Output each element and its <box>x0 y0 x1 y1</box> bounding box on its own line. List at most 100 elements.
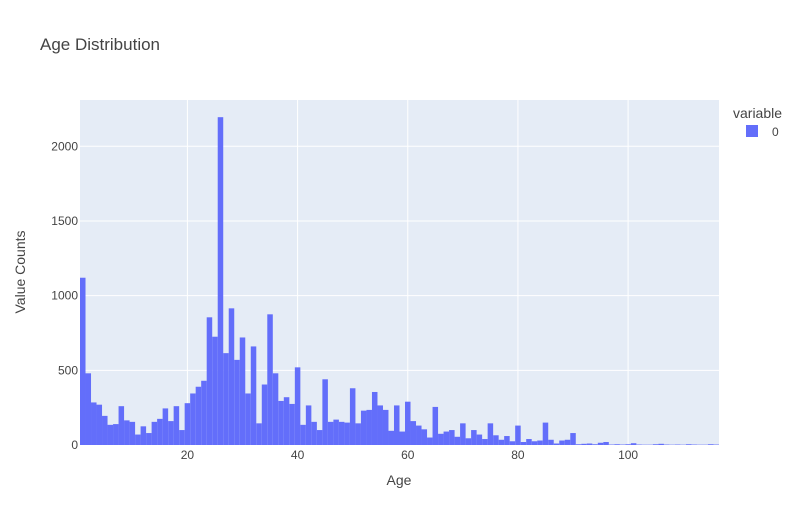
bar-age-115[interactable] <box>707 444 714 445</box>
bar-age-40[interactable] <box>294 367 301 445</box>
bar-age-56[interactable] <box>382 409 389 445</box>
bar-age-111[interactable] <box>685 444 692 445</box>
bar-age-54[interactable] <box>371 391 378 445</box>
bar-age-7[interactable] <box>113 424 119 445</box>
bar-age-52[interactable] <box>360 410 367 445</box>
bar-age-6[interactable] <box>107 424 114 445</box>
bar-age-30[interactable] <box>239 337 246 445</box>
bar-age-59[interactable] <box>399 431 406 445</box>
bar-age-64[interactable] <box>427 437 433 445</box>
bar-age-34[interactable] <box>261 384 268 445</box>
legend[interactable]: variable 0 <box>733 105 782 139</box>
bar-age-89[interactable] <box>564 439 571 445</box>
bar-age-70[interactable] <box>460 423 466 445</box>
bar-age-35[interactable] <box>267 314 273 445</box>
bar-age-66[interactable] <box>438 433 444 445</box>
bar-age-13[interactable] <box>146 433 152 445</box>
bar-age-82[interactable] <box>526 439 532 445</box>
bar-age-68[interactable] <box>449 430 455 445</box>
bar-age-57[interactable] <box>388 430 394 445</box>
bar-age-36[interactable] <box>272 373 279 445</box>
bar-age-25[interactable] <box>212 336 218 445</box>
bar-age-27[interactable] <box>223 353 229 445</box>
bar-age-69[interactable] <box>454 436 461 445</box>
bar-age-92[interactable] <box>581 443 587 445</box>
bar-age-51[interactable] <box>355 423 361 445</box>
bar-age-24[interactable] <box>206 317 213 445</box>
bar-age-45[interactable] <box>322 379 328 445</box>
bar-age-61[interactable] <box>410 421 417 445</box>
bar-age-101[interactable] <box>630 443 637 445</box>
bar-age-1[interactable] <box>80 277 86 445</box>
bar-age-3[interactable] <box>91 402 97 445</box>
bar-age-60[interactable] <box>405 401 411 445</box>
bar-age-91[interactable] <box>575 444 582 445</box>
bar-age-72[interactable] <box>471 430 477 445</box>
bar-age-28[interactable] <box>228 308 235 445</box>
bar-age-46[interactable] <box>327 421 334 445</box>
bar-age-63[interactable] <box>421 429 428 445</box>
bar-age-90[interactable] <box>570 433 576 445</box>
bar-age-58[interactable] <box>393 405 400 445</box>
bar-age-95[interactable] <box>597 442 604 445</box>
bar-age-85[interactable] <box>542 422 549 445</box>
bar-age-11[interactable] <box>135 434 141 445</box>
bar-age-106[interactable] <box>658 443 664 445</box>
bar-age-29[interactable] <box>234 359 240 445</box>
bar-age-14[interactable] <box>151 421 158 445</box>
bar-age-78[interactable] <box>504 436 510 445</box>
bar-age-93[interactable] <box>586 443 593 445</box>
bar-age-4[interactable] <box>96 404 103 445</box>
bar-age-88[interactable] <box>559 440 565 445</box>
bar-age-18[interactable] <box>173 406 180 445</box>
bar-age-87[interactable] <box>553 443 560 445</box>
bar-age-105[interactable] <box>652 444 659 445</box>
bar-age-39[interactable] <box>289 403 295 445</box>
bar-age-8[interactable] <box>118 406 125 445</box>
bar-age-21[interactable] <box>190 393 196 445</box>
bar-age-67[interactable] <box>443 431 450 445</box>
bar-age-62[interactable] <box>416 425 422 445</box>
bar-age-38[interactable] <box>283 397 290 445</box>
bar-age-33[interactable] <box>256 423 262 445</box>
bar-age-15[interactable] <box>157 418 163 445</box>
bar-age-81[interactable] <box>520 442 527 445</box>
bar-age-84[interactable] <box>537 440 543 445</box>
bar-age-94[interactable] <box>592 444 598 445</box>
bar-age-19[interactable] <box>179 430 185 445</box>
bar-age-44[interactable] <box>316 430 323 445</box>
bar-age-17[interactable] <box>168 421 174 445</box>
bar-age-74[interactable] <box>482 439 488 445</box>
bar-age-49[interactable] <box>344 422 350 445</box>
bar-age-77[interactable] <box>498 439 505 445</box>
bar-age-23[interactable] <box>201 380 207 445</box>
bar-age-10[interactable] <box>129 421 136 445</box>
bar-age-42[interactable] <box>305 405 312 445</box>
bar-age-100[interactable] <box>625 444 631 445</box>
bar-age-50[interactable] <box>349 388 356 445</box>
bar-age-79[interactable] <box>509 441 516 445</box>
bar-age-96[interactable] <box>603 442 609 445</box>
bar-age-32[interactable] <box>250 346 257 445</box>
bar-age-37[interactable] <box>278 400 284 445</box>
bar-age-76[interactable] <box>493 435 499 445</box>
bar-age-5[interactable] <box>102 415 108 445</box>
bar-age-47[interactable] <box>333 419 339 445</box>
bar-age-20[interactable] <box>184 403 191 445</box>
bar-age-73[interactable] <box>476 434 483 445</box>
bar-age-41[interactable] <box>300 424 306 445</box>
bar-age-9[interactable] <box>124 420 130 445</box>
bar-age-65[interactable] <box>432 406 439 445</box>
bar-age-2[interactable] <box>85 373 92 445</box>
bar-age-86[interactable] <box>548 439 554 445</box>
bar-age-31[interactable] <box>245 393 251 445</box>
legend-swatch[interactable] <box>746 125 758 137</box>
bar-age-48[interactable] <box>338 421 345 445</box>
bar-age-53[interactable] <box>366 409 372 445</box>
bar-age-22[interactable] <box>195 386 202 445</box>
bar-age-26[interactable] <box>217 117 224 446</box>
bar-age-75[interactable] <box>487 423 494 445</box>
bar-age-98[interactable] <box>614 444 620 445</box>
bar-age-43[interactable] <box>311 421 317 445</box>
bar-age-83[interactable] <box>531 441 538 445</box>
